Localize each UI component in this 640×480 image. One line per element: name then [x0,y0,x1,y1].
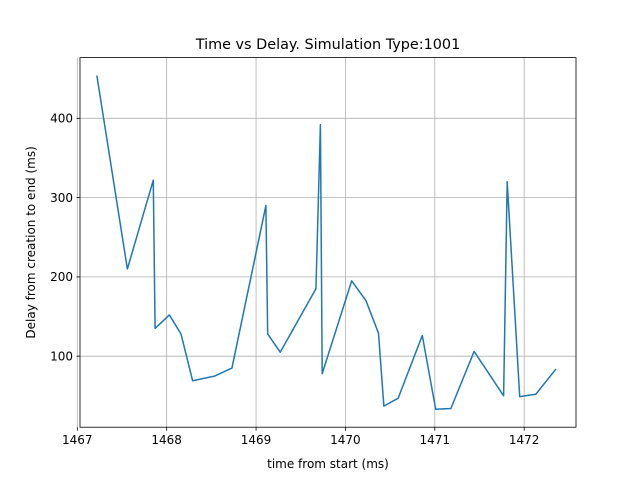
series-lines [96,75,557,411]
x-tick-label: 1470 [330,433,361,447]
y-tick-label: 200 [50,270,73,284]
y-ticks: 100 200 300 400 [50,112,80,363]
x-tick-label: 1472 [509,433,540,447]
x-ticks: 1467 1468 1469 1470 1471 1472 [62,427,539,447]
x-tick-label: 1469 [241,433,272,447]
y-axis-label: Delay from creation to end (ms) [24,146,38,338]
y-tick-label: 100 [50,349,73,363]
axes-frame [79,57,577,428]
x-axis-label: time from start (ms) [267,457,389,471]
x-tick-label: 1468 [151,433,182,447]
y-tick-label: 300 [50,191,73,205]
x-tick-label: 1471 [420,433,451,447]
chart-title: Time vs Delay. Simulation Type:1001 [195,37,461,53]
y-tick-label: 400 [50,112,73,126]
series-line [96,75,557,411]
grid-lines [76,57,576,428]
x-tick-label: 1467 [62,433,93,447]
